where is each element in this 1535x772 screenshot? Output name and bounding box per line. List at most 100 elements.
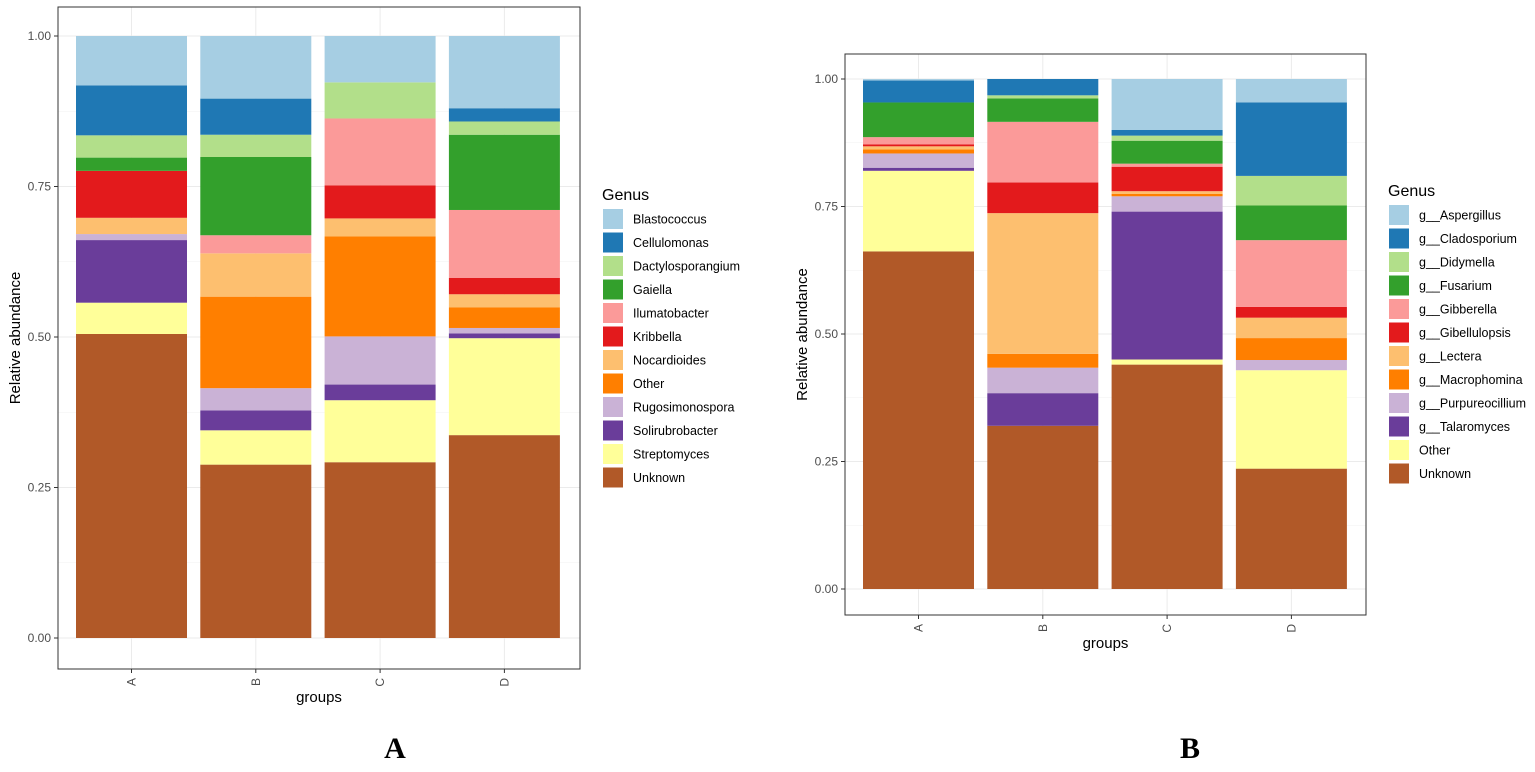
bar-segment-A-g-lectera <box>863 146 974 150</box>
bar-segment-A-other <box>863 170 974 252</box>
x-tick-label-a: A <box>912 624 926 632</box>
legend-title: Genus <box>1388 183 1435 200</box>
bar-segment-A-g-fusarium <box>863 102 974 138</box>
legend-swatch-g-aspergillus <box>1389 205 1409 225</box>
bar-segment-B-g-lectera <box>987 213 1099 354</box>
legend-label-cellulomonas: Cellulomonas <box>633 236 709 250</box>
x-tick-label-d: D <box>497 678 511 687</box>
bar-segment-A-g-cladosporium <box>863 80 974 103</box>
bar-segment-C-nocardioides <box>324 218 436 237</box>
bar-segment-C-g-gibellulopsis <box>1111 166 1223 192</box>
bar-segment-B-nocardioides <box>200 253 312 297</box>
legend-swatch-other <box>603 373 623 394</box>
legend-swatch-g-purpureocillium <box>1389 393 1409 413</box>
bar-segment-B-g-fusarium <box>987 98 1099 122</box>
bar-segment-B-blastococcus <box>200 36 312 99</box>
bar-segment-A-blastococcus <box>76 36 187 86</box>
y-axis-title: Relative abundance <box>794 268 811 401</box>
bar-segment-A-nocardioides <box>76 217 187 235</box>
bar-segment-B-g-gibberella <box>987 121 1099 183</box>
x-tick-label-c: C <box>1160 624 1174 633</box>
legend-label-g-aspergillus: g__Aspergillus <box>1419 209 1501 223</box>
bar-segment-C-solirubrobacter <box>324 384 436 401</box>
bar-segment-B-dactylosporangium <box>200 134 312 158</box>
bar-segment-A-kribbella <box>76 170 187 218</box>
legend-swatch-unknown <box>1389 463 1409 484</box>
legend-label-other: Other <box>1419 444 1450 458</box>
bar-segment-D-g-didymella <box>1235 175 1347 206</box>
bar-segment-C-ilumatobacter <box>324 118 436 186</box>
legend-swatch-other <box>1389 440 1409 460</box>
legend-label-g-didymella: g__Didymella <box>1419 256 1495 270</box>
x-tick-label-c: C <box>373 678 387 687</box>
bar-segment-D-other <box>448 307 560 328</box>
bar-segment-D-gaiella <box>448 134 560 210</box>
bar-segment-A-g-aspergillus <box>863 79 974 81</box>
legend-label-gaiella: Gaiella <box>633 283 672 297</box>
panel-label: B <box>1180 732 1200 765</box>
legend-swatch-g-gibberella <box>1389 299 1409 319</box>
bar-segment-A-solirubrobacter <box>76 240 187 303</box>
legend-label-nocardioides: Nocardioides <box>633 354 706 368</box>
legend-label-rugosimonospora: Rugosimonospora <box>633 401 734 415</box>
legend-title: Genus <box>602 187 649 204</box>
bar-segment-D-g-cladosporium <box>1235 102 1347 176</box>
bar-segment-C-other <box>324 236 436 337</box>
bar-segment-A-g-gibellulopsis <box>863 144 974 147</box>
bar-segment-C-g-lectera <box>1111 191 1223 194</box>
legend-swatch-blastococcus <box>603 209 623 229</box>
bar-segment-C-g-talaromyces <box>1111 211 1223 360</box>
bar-segment-D-g-gibellulopsis <box>1235 306 1347 318</box>
bar-segment-A-dactylosporangium <box>76 135 187 158</box>
bar-segment-A-g-macrophomina <box>863 149 974 154</box>
bar-segment-B-unknown <box>987 425 1099 589</box>
legend-label-g-gibellulopsis: g__Gibellulopsis <box>1419 326 1511 340</box>
legend-label-blastococcus: Blastococcus <box>633 213 707 227</box>
bar-segment-D-nocardioides <box>448 294 560 308</box>
legend-label-kribbella: Kribbella <box>633 330 682 344</box>
bar-segment-B-unknown <box>200 464 312 638</box>
bar-segment-B-g-cladosporium <box>987 79 1099 96</box>
bar-segment-C-g-gibberella <box>1111 163 1223 167</box>
legend-label-dactylosporangium: Dactylosporangium <box>633 260 740 274</box>
bar-segment-C-dactylosporangium <box>324 82 436 119</box>
legend-swatch-dactylosporangium <box>603 256 623 276</box>
legend-label-unknown: Unknown <box>633 471 685 485</box>
bar-segment-C-g-fusarium <box>1111 140 1223 164</box>
bar-segment-D-ilumatobacter <box>448 209 560 279</box>
y-tick-label: 0.25 <box>28 481 52 495</box>
bar-segment-D-rugosimonospora <box>448 327 560 334</box>
x-axis-title: groups <box>1083 635 1129 652</box>
y-tick-label: 1.00 <box>28 29 52 43</box>
bar-segment-C-g-purpureocillium <box>1111 196 1223 212</box>
legend-swatch-gaiella <box>603 279 623 300</box>
legend-swatch-g-gibellulopsis <box>1389 322 1409 343</box>
legend-swatch-nocardioides <box>603 350 623 370</box>
legend-swatch-g-macrophomina <box>1389 369 1409 390</box>
bar-segment-D-dactylosporangium <box>448 121 560 135</box>
bar-segment-B-solirubrobacter <box>200 410 312 431</box>
bar-segment-B-g-talaromyces <box>987 393 1099 426</box>
x-tick-label-a: A <box>125 678 139 686</box>
bar-segment-D-g-purpureocillium <box>1235 360 1347 371</box>
y-tick-label: 0.50 <box>815 327 839 341</box>
bar-segment-B-other <box>200 296 312 389</box>
bar-segment-C-kribbella <box>324 185 436 219</box>
bar-segment-D-streptomyces <box>448 338 560 436</box>
legend-label-unknown: Unknown <box>1419 467 1471 481</box>
bar-segment-C-g-aspergillus <box>1111 79 1223 130</box>
panel-label: A <box>384 732 406 765</box>
legend-swatch-g-fusarium <box>1389 275 1409 296</box>
legend-swatch-streptomyces <box>603 444 623 464</box>
bar-segment-B-g-purpureocillium <box>987 367 1099 394</box>
bar-segment-A-g-purpureocillium <box>863 153 974 168</box>
bar-segment-D-kribbella <box>448 278 560 295</box>
x-tick-label-b: B <box>1036 624 1050 632</box>
legend-swatch-g-talaromyces <box>1389 416 1409 437</box>
legend-swatch-kribbella <box>603 326 623 347</box>
y-tick-label: 1.00 <box>815 72 839 86</box>
legend-label-g-cladosporium: g__Cladosporium <box>1419 232 1517 246</box>
bar-segment-C-g-cladosporium <box>1111 130 1223 136</box>
